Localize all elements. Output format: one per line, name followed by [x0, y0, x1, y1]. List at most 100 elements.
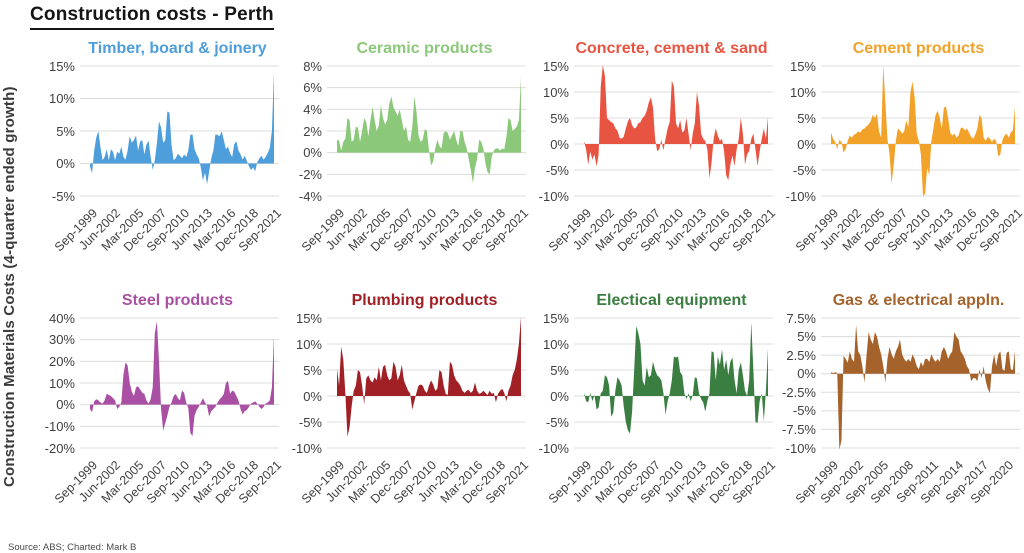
- plot-area: 8% 6% 4% 2% 0% -2% -4%: [279, 58, 526, 204]
- y-axis-ticks: 7.5% 5% 2.5% 0% -2.5% -5% -7.5% -10%: [773, 310, 821, 456]
- y-tick-label: 10%: [48, 375, 75, 391]
- chart-cement-products: Cement products 15% 10% 5% 0% -5% -10% Sep-19…: [773, 38, 1024, 290]
- y-tick-label: -5%: [792, 403, 816, 419]
- page-title: Construction costs - Perth: [30, 4, 274, 30]
- y-tick-label: 4%: [303, 101, 322, 117]
- chart-title: Electical equipment: [596, 292, 747, 309]
- area-plot: [821, 64, 1020, 197]
- y-tick-label: -5%: [298, 414, 322, 430]
- plot-area: 15% 10% 5% 0% -5% -10%: [526, 58, 773, 204]
- y-tick-label: 15%: [542, 310, 569, 326]
- y-tick-label: 6%: [303, 80, 322, 96]
- y-tick-label: 0%: [797, 366, 816, 382]
- chart-ceramic-products: Ceramic products 8% 6% 4% 2% 0% -2% -4% Sep-19…: [279, 38, 531, 290]
- y-tick-label: 0%: [56, 397, 75, 413]
- y-tick-label: 5%: [550, 362, 569, 378]
- y-tick-label: 8%: [303, 58, 322, 74]
- chart-title: Cement products: [852, 40, 985, 57]
- chart-steel-products: Steel products 40% 30% 20% 10% 0% -10% -20% Se…: [32, 290, 284, 542]
- y-tick-label: 15%: [789, 58, 816, 74]
- y-tick-label: 10%: [542, 336, 569, 352]
- area-plot: [574, 317, 773, 449]
- area-series: [584, 322, 768, 434]
- chart-title: Steel products: [121, 292, 234, 309]
- y-tick-label: -5%: [51, 188, 75, 204]
- x-axis-labels: Sep-1999 Jun-2002 Mar-2005 Dec-2007 Sep-2010…: [279, 454, 531, 540]
- chart-title: Ceramic products: [356, 40, 493, 57]
- y-tick-label: 10%: [48, 91, 75, 106]
- y-tick-label: 0%: [303, 145, 322, 161]
- chart-title: Gas & electrical appln.: [832, 292, 1005, 309]
- area-plot: [327, 316, 526, 449]
- y-tick-label: -2.5%: [782, 384, 816, 400]
- y-tick-label: 5%: [550, 110, 569, 126]
- y-tick-label: 20%: [48, 353, 75, 369]
- y-tick-label: 10%: [789, 84, 816, 100]
- y-tick-label: 5%: [56, 123, 75, 139]
- y-tick-label: 5%: [797, 329, 816, 345]
- y-tick-label: -10%: [785, 440, 816, 456]
- y-tick-label: 2.5%: [786, 347, 816, 363]
- y-tick-label: -5%: [792, 162, 816, 178]
- y-tick-label: -20%: [44, 440, 75, 456]
- y-tick-label: 0%: [550, 136, 569, 152]
- y-tick-label: -5%: [545, 162, 569, 178]
- y-axis-ticks: 15% 10% 5% 0% -5% -10%: [526, 310, 574, 456]
- area-series: [337, 76, 521, 183]
- chart-title: Concrete, cement & sand: [575, 40, 768, 57]
- y-tick-label: -4%: [298, 188, 322, 204]
- y-tick-label: -10%: [538, 440, 569, 456]
- y-axis-ticks: 8% 6% 4% 2% 0% -2% -4%: [279, 58, 327, 204]
- y-tick-label: -10%: [538, 188, 569, 204]
- charts-grid: Timber, board & joinery 15% 10% 5% 0% -5% Se…: [32, 38, 1024, 542]
- x-axis-labels: Sep-1999 Jun-2002 Mar-2005 Dec-2007 Sep-2010…: [773, 202, 1024, 288]
- area-plot: [574, 64, 773, 197]
- y-tick-label: 0%: [56, 156, 75, 171]
- y-tick-label: 40%: [48, 310, 75, 326]
- y-tick-label: 0%: [797, 136, 816, 152]
- chart-plumbing-products: Plumbing products 15% 10% 5% 0% -5% -10% Sep-…: [279, 290, 531, 542]
- y-tick-label: 2%: [303, 123, 322, 139]
- y-axis-ticks: 15% 10% 5% 0% -5% -10%: [526, 58, 574, 204]
- x-axis-labels: Sep-1999 Jun-2002 Mar-2005 Dec-2007 Sep-2010…: [32, 454, 284, 540]
- area-series: [337, 316, 521, 437]
- area-series: [90, 71, 274, 185]
- y-tick-label: -5%: [545, 414, 569, 430]
- y-tick-label: 10%: [542, 84, 569, 100]
- area-series: [584, 64, 768, 181]
- area-series: [90, 321, 274, 437]
- y-tick-label: 0%: [550, 388, 569, 404]
- x-axis-labels: Sep-1999 Jun-2002 Mar-2005 Dec-2007 Sep-2010…: [279, 202, 531, 288]
- area-plot: [327, 65, 526, 197]
- y-tick-label: -10%: [291, 440, 322, 456]
- x-axis-labels: Sep-1999 Jun-2002 Mar-2005 Dec-2007 Sep-2010…: [32, 202, 284, 288]
- y-axis-label: Construction Materials Costs (4-quarter …: [1, 86, 18, 488]
- y-tick-label: -2%: [298, 166, 322, 182]
- plot-area: 15% 10% 5% 0% -5% -10%: [773, 58, 1020, 204]
- chart-electrical-equipment: Electical equipment 15% 10% 5% 0% -5% -10% Se…: [526, 290, 778, 542]
- y-tick-label: -10%: [785, 188, 816, 204]
- plot-area: 40% 30% 20% 10% 0% -10% -20%: [32, 310, 279, 456]
- y-tick-label: 15%: [542, 58, 569, 74]
- area-plot: [80, 317, 279, 449]
- y-tick-label: 0%: [303, 388, 322, 404]
- plot-area: 15% 10% 5% 0% -5% -10%: [526, 310, 773, 456]
- y-tick-label: 5%: [797, 110, 816, 126]
- chart-timber-board-joinery: Timber, board & joinery 15% 10% 5% 0% -5% Se…: [32, 38, 284, 290]
- x-axis-labels: Sep-1999 Sep-2002 Sep-2005 Sep-2008 Sep-2011…: [773, 454, 1020, 540]
- area-plot: [80, 65, 279, 197]
- plot-area: 7.5% 5% 2.5% 0% -2.5% -5% -7.5% -10%: [773, 310, 1020, 456]
- area-series: [831, 324, 1015, 450]
- y-axis-ticks: 15% 10% 5% 0% -5% -10%: [279, 311, 327, 456]
- y-tick-label: 7.5%: [786, 310, 816, 326]
- x-axis-labels: Sep-1999 Jun-2002 Mar-2005 Dec-2007 Sep-2010…: [526, 454, 778, 540]
- y-tick-label: 30%: [48, 332, 75, 348]
- y-tick-label: 15%: [48, 58, 75, 74]
- y-axis-ticks: 15% 10% 5% 0% -5% -10%: [773, 58, 821, 204]
- area-plot: [821, 317, 1020, 450]
- y-tick-label: -7.5%: [782, 421, 816, 437]
- y-tick-label: 10%: [295, 336, 322, 352]
- chart-title: Timber, board & joinery: [88, 40, 267, 57]
- y-axis-ticks: 40% 30% 20% 10% 0% -10% -20%: [32, 310, 80, 456]
- x-axis-labels: Sep-1999 Jun-2002 Mar-2005 Dec-2007 Sep-2010…: [526, 202, 778, 288]
